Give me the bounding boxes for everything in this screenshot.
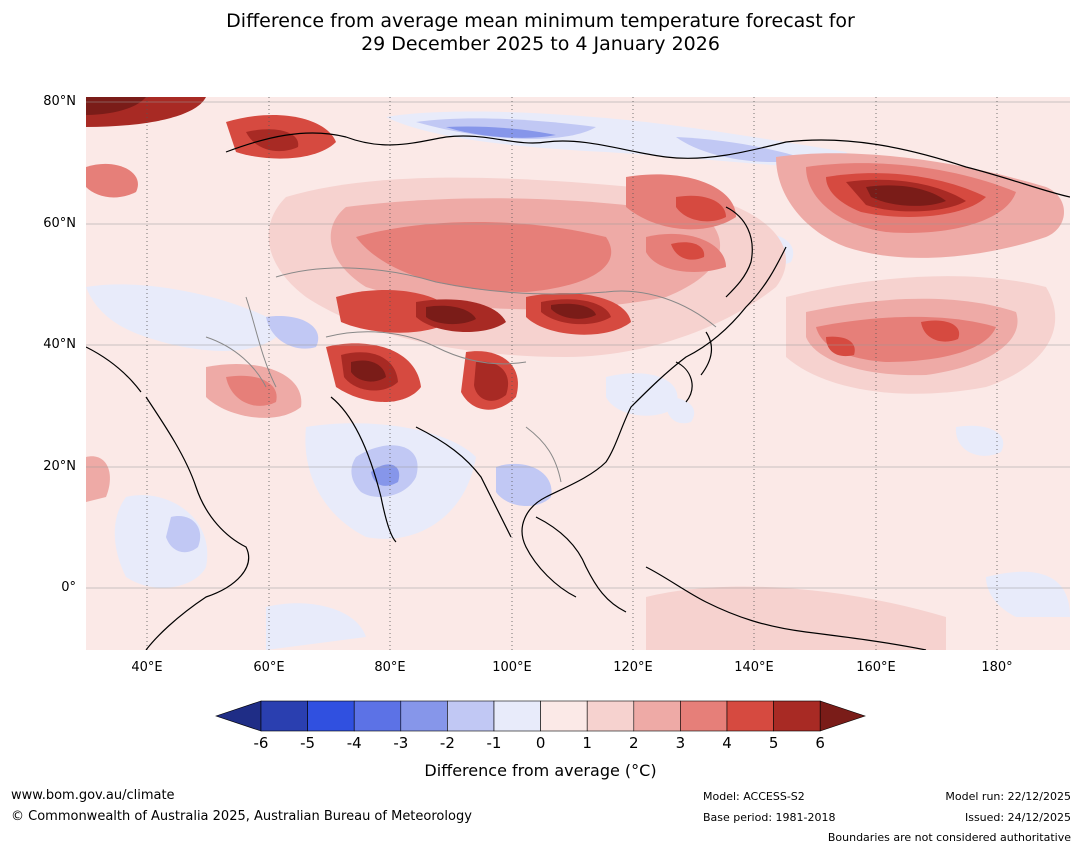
colorbar-segment <box>307 700 355 732</box>
issued-date: Issued: 24/12/2025 <box>964 811 1071 824</box>
colorbar-segment <box>353 700 402 732</box>
colorbar-tick-label: -2 <box>439 734 455 752</box>
lat-label-0: 0° <box>61 580 76 595</box>
colorbar-segment <box>260 700 308 732</box>
lon-label-120e: 120°E <box>613 660 653 675</box>
colorbar-tick-label: -4 <box>346 734 362 752</box>
forecast-map <box>86 97 1070 650</box>
colorbar-tick-label: 4 <box>722 734 732 752</box>
colorbar-segment <box>773 700 821 732</box>
title-line-1: Difference from average mean minimum tem… <box>226 10 855 32</box>
colorbar-tick-label: 6 <box>815 734 825 752</box>
country-borders <box>205 267 717 483</box>
lat-label-60n: 60°N <box>43 216 76 231</box>
copyright-text: © Commonwealth of Australia 2025, Austra… <box>11 809 472 824</box>
colorbar-tick-label: 5 <box>768 734 779 752</box>
map-canvas <box>86 97 1070 650</box>
coastlines <box>86 132 1070 650</box>
lat-label-40n: 40°N <box>43 337 76 352</box>
colorbar-segment <box>447 700 495 732</box>
colorbar-extend-low <box>215 700 262 732</box>
base-period: Base period: 1981-2018 <box>703 811 836 824</box>
colorbar-label: Difference from average (°C) <box>424 761 657 780</box>
lon-label-40e: 40°E <box>131 660 163 675</box>
colorbar-tick-label: 1 <box>582 734 592 752</box>
colorbar-tick-label: 2 <box>629 734 639 752</box>
colorbar-segment <box>726 700 774 732</box>
graticule <box>86 97 1070 650</box>
colorbar-segment <box>586 700 635 732</box>
lon-label-80e: 80°E <box>374 660 406 675</box>
colorbar-segment <box>400 700 448 732</box>
lon-label-60e: 60°E <box>253 660 285 675</box>
colorbar-extend-high <box>819 700 866 732</box>
colorbar-tick-label: -1 <box>486 734 502 752</box>
lon-label-160e: 160°E <box>856 660 896 675</box>
colorbar-tick-label: 0 <box>535 734 546 752</box>
positive-anomalies <box>86 97 1064 650</box>
model-name: Model: ACCESS-S2 <box>703 790 805 803</box>
boundaries-disclaimer: Boundaries are not considered authoritat… <box>827 831 1071 844</box>
colorbar-tick-label: -5 <box>300 734 316 752</box>
lon-label-180: 180° <box>981 660 1013 675</box>
lat-label-80n: 80°N <box>43 94 76 109</box>
lon-label-140e: 140°E <box>734 660 774 675</box>
website-link[interactable]: www.bom.gov.au/climate <box>11 788 175 803</box>
colorbar-segments <box>215 700 866 732</box>
model-run: Model run: 22/12/2025 <box>945 790 1071 803</box>
colorbar-segment <box>493 700 541 732</box>
title-line-2: 29 December 2025 to 4 January 2026 <box>361 33 720 55</box>
colorbar-tick-label: 3 <box>675 734 686 752</box>
colorbar-segment <box>633 700 681 732</box>
lat-label-20n: 20°N <box>43 459 76 474</box>
colorbar-tick-label: -3 <box>393 734 409 752</box>
lon-label-100e: 100°E <box>492 660 532 675</box>
colorbar-segment <box>680 700 728 732</box>
chart-title: Difference from average mean minimum tem… <box>0 10 1081 56</box>
colorbar-tick-label: -6 <box>253 734 269 752</box>
negative-anomalies <box>86 111 1070 650</box>
colorbar-segment <box>540 700 588 732</box>
